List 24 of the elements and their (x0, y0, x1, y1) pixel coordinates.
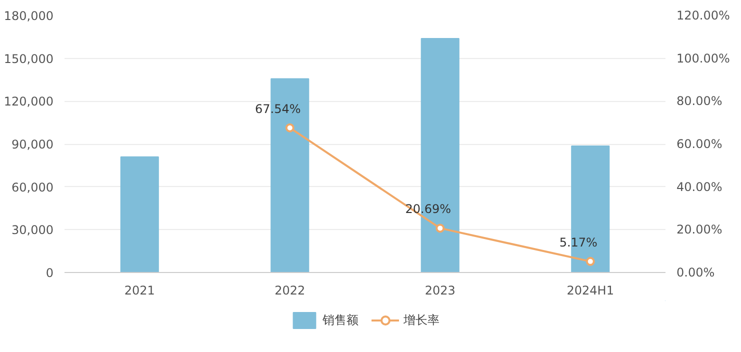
y-tick-label: 180,000 (4, 9, 54, 23)
y2-tick-label: 100.00% (676, 51, 730, 66)
x-tick-label: 2021 (124, 284, 155, 298)
y-tick-label: 90,000 (12, 138, 54, 152)
y-tick-label: 120,000 (4, 94, 54, 109)
y2-tick-label: 40.00% (676, 180, 722, 194)
legend-label: 销售额 (322, 312, 358, 328)
y2-tick-label: 80.00% (676, 94, 722, 108)
y2-tick-label: 20.00% (676, 222, 722, 237)
y2-tick-label: 60.00% (676, 137, 722, 151)
x-tick-label: 2024H1 (566, 284, 614, 298)
y2-tick-label: 120.00% (676, 8, 730, 22)
y-tick-label: 0 (46, 266, 54, 280)
x-tick-label: 2023 (424, 284, 456, 298)
y-tick-label: 60,000 (12, 180, 54, 194)
y-tick-label: 30,000 (12, 223, 54, 238)
point (285, 123, 294, 132)
bar (120, 156, 159, 272)
y2-tick-label: 0.00% (676, 266, 715, 280)
point (436, 224, 445, 233)
legend-label: 增长率 (404, 312, 440, 328)
y-tick-label: 150,000 (4, 52, 54, 66)
point (586, 256, 595, 266)
x-tick-label: 2022 (274, 284, 306, 298)
